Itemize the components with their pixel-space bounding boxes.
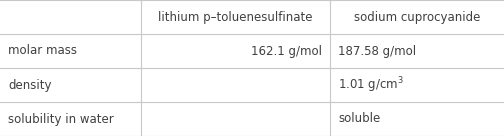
Text: 162.1 g/mol: 162.1 g/mol [251, 44, 322, 58]
Text: 187.58 g/mol: 187.58 g/mol [338, 44, 416, 58]
Text: 1.01 g/cm$^3$: 1.01 g/cm$^3$ [338, 75, 404, 95]
Text: molar mass: molar mass [8, 44, 77, 58]
Text: lithium p–toluenesulfinate: lithium p–toluenesulfinate [158, 10, 313, 24]
Text: density: density [8, 78, 51, 92]
Text: solubility in water: solubility in water [8, 112, 114, 126]
Text: sodium cuprocyanide: sodium cuprocyanide [354, 10, 480, 24]
Text: soluble: soluble [338, 112, 380, 126]
